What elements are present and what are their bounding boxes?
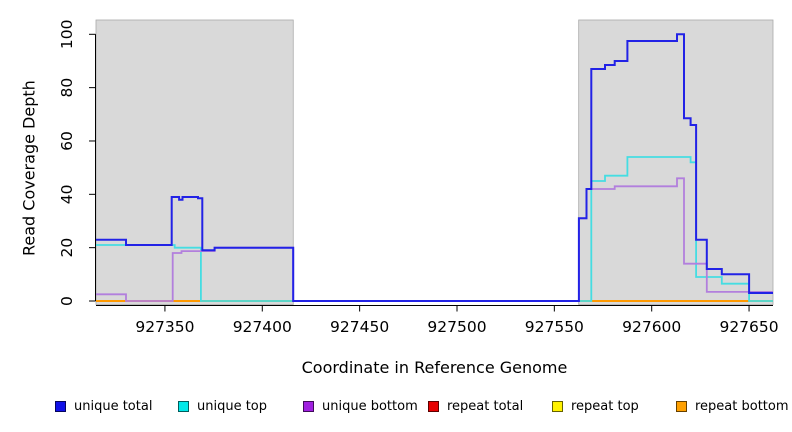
legend-label: unique total [74,398,153,414]
repeat-region-1 [95,19,294,305]
series-unique-top [96,156,773,302]
repeat-bottom-swatch [676,400,687,412]
x-tick-label: 927600 [622,318,681,336]
legend-item-repeat-bottom: repeat bottom [676,395,789,417]
legend-item-repeat-top: repeat top [552,395,639,417]
legend-item-unique-bottom: unique bottom [303,395,418,417]
legend: unique total unique top unique bottom repea… [0,395,792,421]
legend-label: unique top [197,398,268,414]
x-tick-label: 927500 [427,318,486,336]
x-tick-label: 927400 [233,318,292,336]
y-tick-label: 0 [58,296,76,306]
legend-item-unique-top: unique top [178,395,267,417]
legend-item-unique-total: unique total [55,395,152,417]
x-tick-label: 927550 [525,318,584,336]
unique-top-swatch [178,400,189,412]
x-tick-label: 927350 [135,318,194,336]
unique-bottom-swatch [303,400,314,412]
legend-label: repeat top [571,398,639,414]
repeat-total-swatch [428,400,439,412]
x-tick-label: 927650 [719,318,778,336]
legend-label: repeat total [447,398,524,414]
legend-item-repeat-total: repeat total [428,395,523,417]
series-unique-total [96,33,773,302]
legend-label: unique bottom [322,398,418,414]
x-axis-title: Coordinate in Reference Genome [301,358,568,377]
coverage-plot: 927350 927400 927450 927500 927550 927600 9276… [58,19,779,336]
y-tick-label: 40 [58,184,76,204]
y-axis-title: Read Coverage Depth [19,80,39,256]
x-tick-label: 927450 [330,318,389,336]
y-tick-label: 20 [58,238,76,258]
legend-label: repeat bottom [695,398,789,414]
unique-total-swatch [55,400,66,412]
repeat-top-swatch [552,400,563,412]
y-tick-label: 60 [58,131,76,151]
repeat-region-2 [578,19,774,305]
y-tick-label: 100 [58,20,76,50]
y-tick-label: 80 [58,78,76,98]
